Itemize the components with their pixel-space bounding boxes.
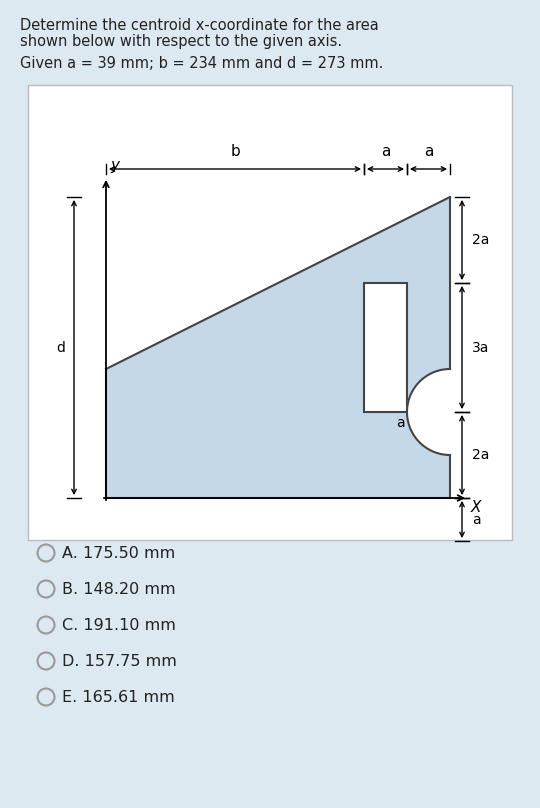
Text: 2a: 2a [472,233,489,247]
Text: 2a: 2a [472,448,489,462]
Text: a: a [424,144,433,159]
FancyBboxPatch shape [28,85,512,540]
Text: a: a [381,144,390,159]
Text: D. 157.75 mm: D. 157.75 mm [62,654,177,668]
Text: E. 165.61 mm: E. 165.61 mm [62,689,175,705]
Text: C. 191.10 mm: C. 191.10 mm [62,617,176,633]
Text: 3a: 3a [472,340,489,355]
Text: shown below with respect to the given axis.: shown below with respect to the given ax… [20,34,342,49]
Polygon shape [106,197,450,498]
Text: a: a [396,416,405,430]
Text: Determine the centroid x-coordinate for the area: Determine the centroid x-coordinate for … [20,18,379,33]
Text: d: d [56,340,65,355]
Text: Given a = 39 mm; b = 234 mm and d = 273 mm.: Given a = 39 mm; b = 234 mm and d = 273 … [20,56,383,71]
Text: y: y [110,158,119,173]
Bar [364,283,407,412]
Text: X: X [471,500,482,515]
Text: a: a [472,512,481,527]
Text: B. 148.20 mm: B. 148.20 mm [62,582,176,596]
Text: b: b [230,144,240,159]
Text: A. 175.50 mm: A. 175.50 mm [62,545,176,561]
Polygon shape [407,369,450,455]
